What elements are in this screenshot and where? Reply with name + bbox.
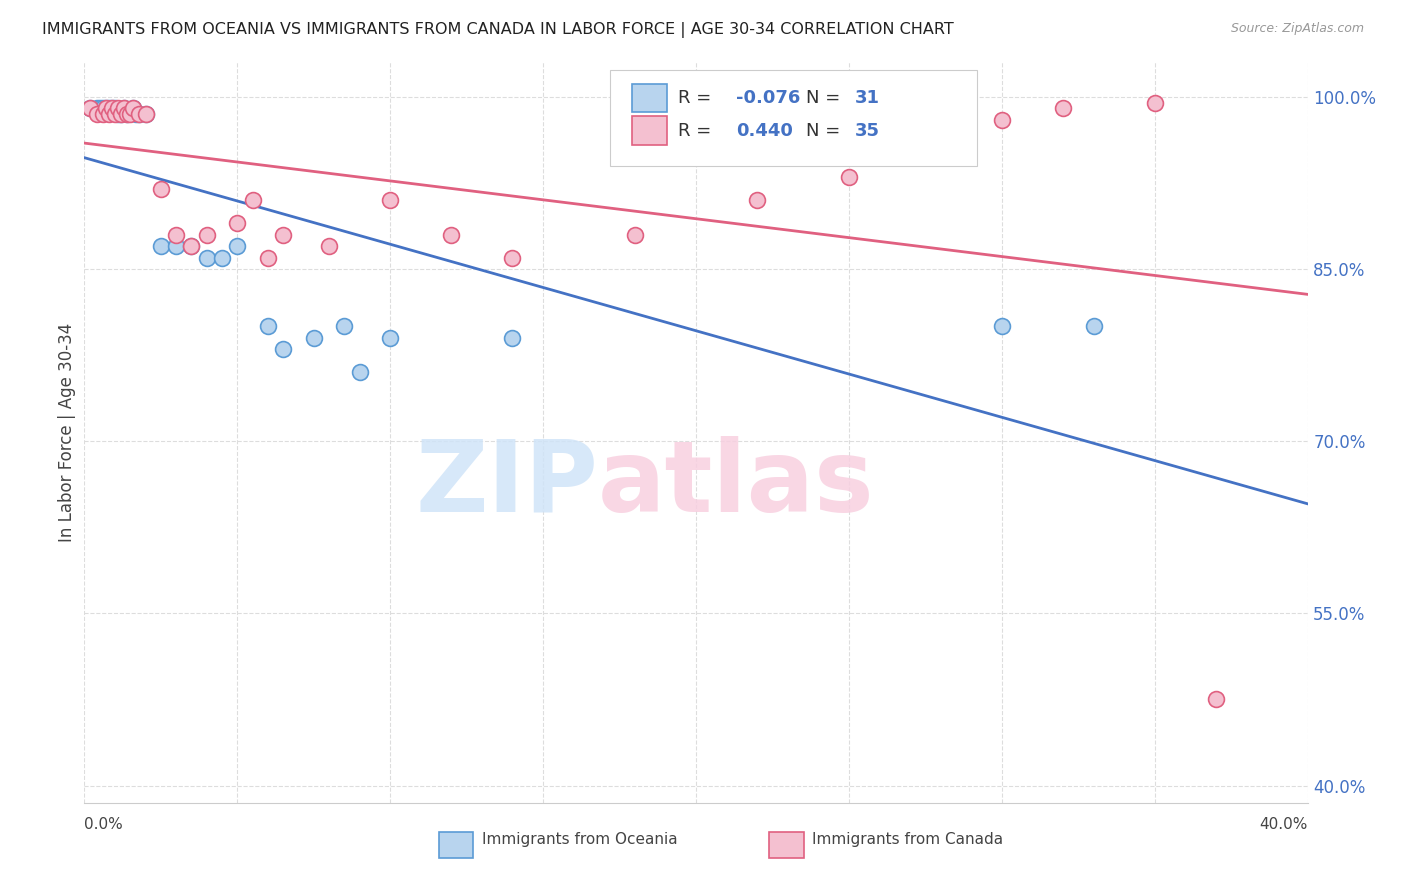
Point <box>991 112 1014 127</box>
Point <box>440 227 463 242</box>
Point <box>120 107 142 121</box>
Point <box>929 147 952 161</box>
Point <box>165 227 187 242</box>
Point <box>211 251 233 265</box>
Point <box>110 107 132 121</box>
Point <box>226 216 249 230</box>
Text: Immigrants from Canada: Immigrants from Canada <box>813 832 1004 847</box>
Point <box>180 239 202 253</box>
Point <box>1083 319 1105 334</box>
Text: 40.0%: 40.0% <box>1260 816 1308 831</box>
Point <box>302 331 325 345</box>
Point <box>86 101 108 115</box>
Y-axis label: In Labor Force | Age 30-34: In Labor Force | Age 30-34 <box>58 323 76 542</box>
Text: 35: 35 <box>855 121 880 139</box>
Text: -0.076: -0.076 <box>737 89 800 107</box>
Text: ZIP: ZIP <box>415 436 598 533</box>
Point <box>1052 101 1074 115</box>
Point <box>135 107 157 121</box>
Point <box>747 193 769 207</box>
Point <box>502 331 524 345</box>
Text: 31: 31 <box>855 89 880 107</box>
Point <box>112 101 135 115</box>
Point <box>149 182 172 196</box>
Point <box>380 331 402 345</box>
Point <box>125 107 148 121</box>
FancyBboxPatch shape <box>610 70 977 166</box>
Point <box>128 107 150 121</box>
Point <box>195 227 218 242</box>
Point <box>624 227 647 242</box>
Point <box>115 107 138 121</box>
Point <box>104 101 127 115</box>
Point <box>1143 95 1166 110</box>
Point <box>271 227 294 242</box>
Point <box>101 101 124 115</box>
Point <box>991 319 1014 334</box>
Point <box>271 343 294 357</box>
Point <box>89 101 111 115</box>
Point <box>195 251 218 265</box>
Text: R =: R = <box>678 89 717 107</box>
Point <box>149 239 172 253</box>
Point <box>180 239 202 253</box>
Point <box>128 107 150 121</box>
Point <box>97 107 120 121</box>
Point <box>165 239 187 253</box>
Point <box>115 107 138 121</box>
Point <box>110 107 132 121</box>
Point <box>94 101 117 115</box>
Point <box>226 239 249 253</box>
Point <box>838 170 860 185</box>
Text: 0.440: 0.440 <box>737 121 793 139</box>
Point <box>104 107 127 121</box>
Point <box>242 193 264 207</box>
Point <box>91 107 114 121</box>
Text: IMMIGRANTS FROM OCEANIA VS IMMIGRANTS FROM CANADA IN LABOR FORCE | AGE 30-34 COR: IMMIGRANTS FROM OCEANIA VS IMMIGRANTS FR… <box>42 22 953 38</box>
Text: atlas: atlas <box>598 436 875 533</box>
Point <box>257 251 280 265</box>
Point <box>97 101 120 115</box>
Point <box>1205 692 1227 706</box>
Point <box>107 107 129 121</box>
Text: Immigrants from Oceania: Immigrants from Oceania <box>482 832 678 847</box>
FancyBboxPatch shape <box>439 832 474 858</box>
Point <box>91 101 114 115</box>
Point <box>101 101 124 115</box>
Point <box>349 365 371 379</box>
Text: R =: R = <box>678 121 717 139</box>
Point <box>502 251 524 265</box>
Text: Source: ZipAtlas.com: Source: ZipAtlas.com <box>1230 22 1364 36</box>
Point <box>112 101 135 115</box>
Point <box>122 101 145 115</box>
FancyBboxPatch shape <box>633 117 666 145</box>
Text: N =: N = <box>806 89 846 107</box>
Point <box>122 101 145 115</box>
Point <box>107 101 129 115</box>
Point <box>380 193 402 207</box>
Point <box>79 101 101 115</box>
Point <box>333 319 356 334</box>
Point <box>79 101 101 115</box>
Point <box>257 319 280 334</box>
Point <box>94 101 117 115</box>
Point <box>86 107 108 121</box>
Point <box>135 107 157 121</box>
FancyBboxPatch shape <box>769 832 804 858</box>
Text: N =: N = <box>806 121 846 139</box>
Text: 0.0%: 0.0% <box>84 816 124 831</box>
Point <box>318 239 340 253</box>
FancyBboxPatch shape <box>633 84 666 112</box>
